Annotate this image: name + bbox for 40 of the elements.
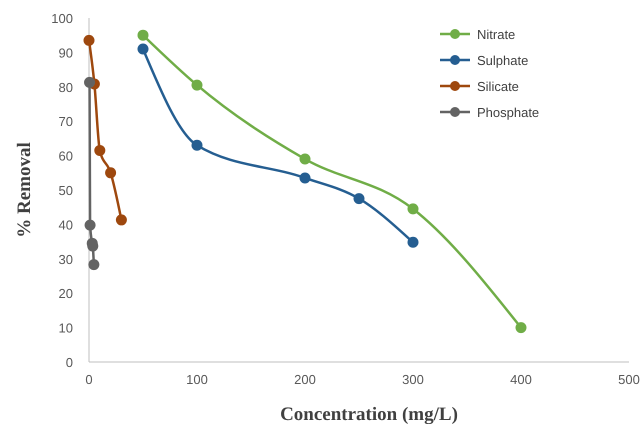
x-tick-label: 500 — [618, 372, 640, 387]
point — [138, 30, 148, 41]
y-tick-label: 70 — [58, 114, 73, 130]
y-tick-label: 100 — [51, 11, 73, 26]
point — [88, 259, 100, 270]
x-tick-label: 400 — [510, 372, 532, 387]
point — [408, 236, 418, 248]
point — [354, 193, 364, 204]
y-tick-label: 80 — [58, 80, 73, 95]
point — [192, 140, 202, 151]
legend-label: Phosphate — [477, 105, 540, 120]
point — [94, 144, 106, 156]
point — [300, 172, 310, 184]
point — [516, 322, 526, 334]
legend-label: Silicate — [477, 79, 519, 94]
legend-label: Nitrate — [477, 27, 516, 42]
y-tick-label: 40 — [58, 217, 73, 232]
legend-label: Sulphate — [477, 53, 528, 68]
y-tick-label: 0 — [66, 355, 73, 370]
point — [84, 34, 94, 46]
point — [300, 154, 310, 165]
point — [105, 167, 116, 178]
point — [138, 43, 148, 54]
y-tick-label: 30 — [58, 252, 73, 267]
x-tick-label: 300 — [402, 372, 424, 387]
y-tick-label: 20 — [58, 286, 73, 302]
y-tick-label: 50 — [58, 183, 73, 198]
y-tick-label: 60 — [58, 148, 73, 164]
y-axis-title: % Removal — [14, 142, 35, 238]
point — [116, 214, 127, 226]
y-tick-label: 10 — [58, 320, 73, 336]
point — [84, 220, 96, 231]
point — [408, 203, 418, 214]
y-tick-label: 90 — [58, 45, 73, 60]
x-tick-label: 100 — [186, 372, 208, 387]
x-axis-title: Concentration (mg/L) — [280, 404, 458, 424]
x-tick-label: 200 — [294, 372, 316, 387]
point — [84, 76, 96, 88]
point — [192, 80, 202, 91]
x-tick-label: 0 — [85, 372, 93, 387]
